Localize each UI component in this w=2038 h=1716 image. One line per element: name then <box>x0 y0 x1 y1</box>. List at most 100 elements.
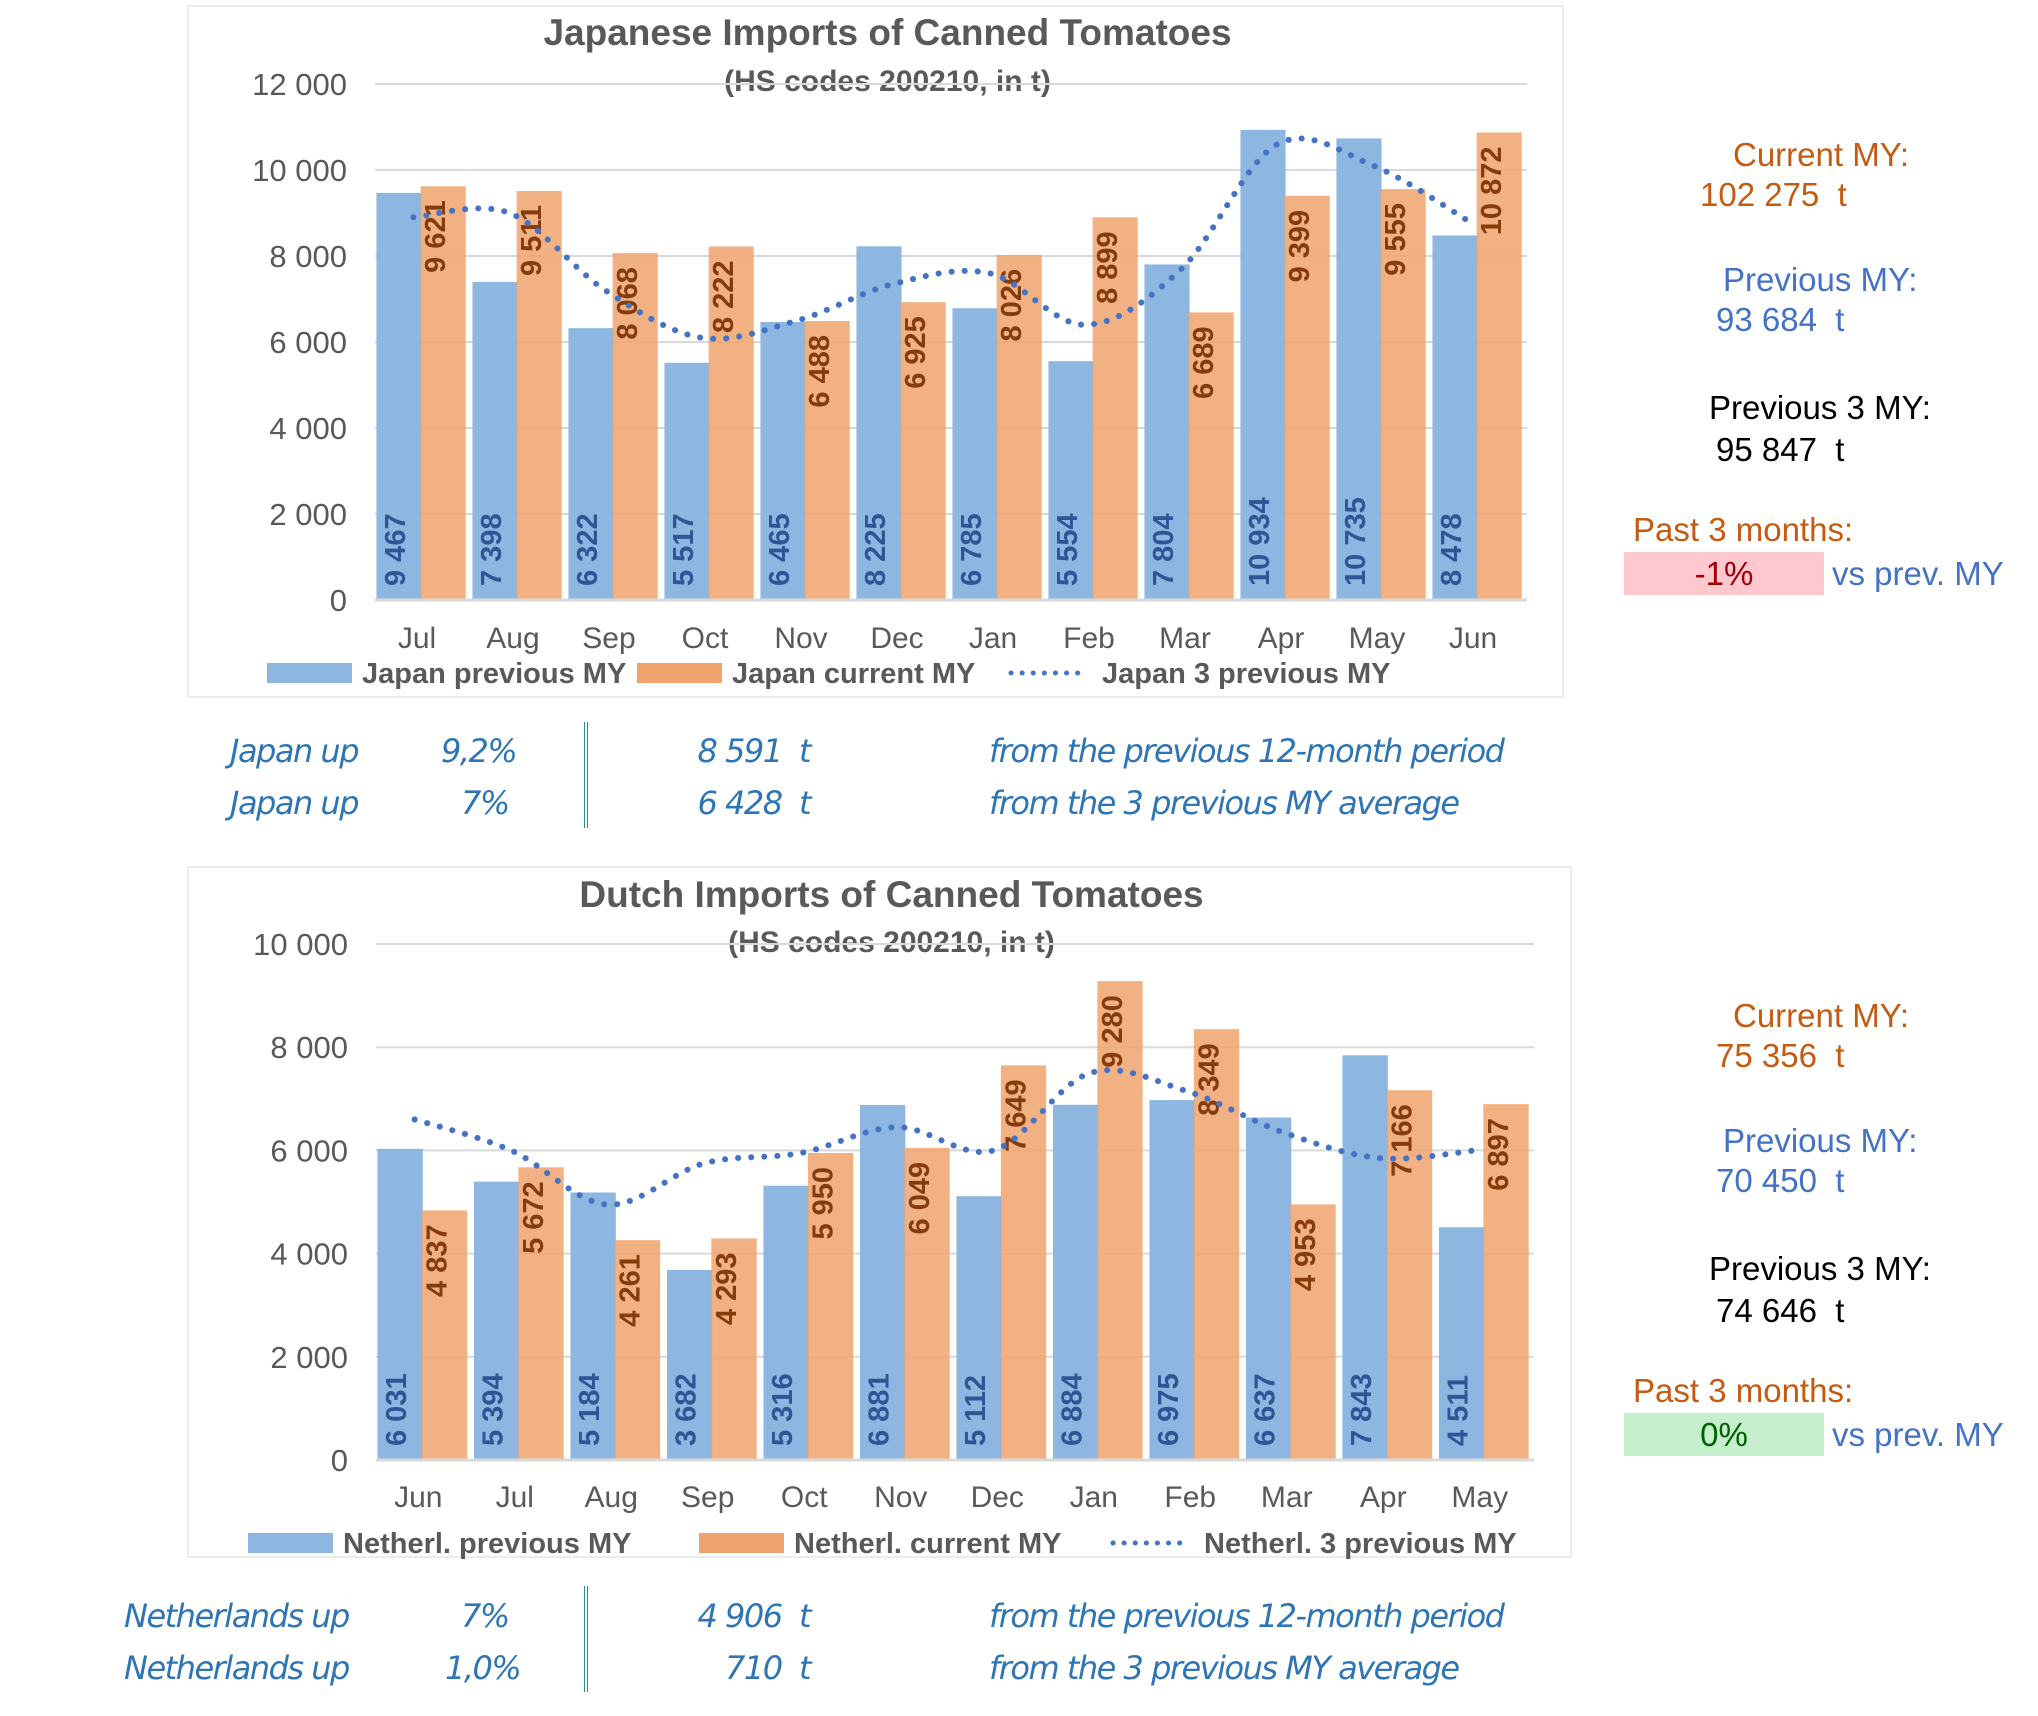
y-tick-label: 2 000 <box>269 497 347 532</box>
bar-label-previous: 7 398 <box>476 513 508 586</box>
bar-label-previous: 5 112 <box>960 1375 992 1446</box>
legend-previous-my-swatch <box>267 663 352 683</box>
bar-previous-my <box>1144 264 1190 600</box>
dutch-previous-3my-value: 74 646 t <box>1716 1292 1845 1329</box>
bar-current-my <box>1476 132 1522 600</box>
bar-previous-my <box>1438 1227 1485 1460</box>
bar-previous-my <box>760 322 806 600</box>
japan-summary-subject-1: Japan up <box>230 732 360 770</box>
japan-previous-my-value: 93 684 t <box>1716 301 1845 338</box>
bar-label-previous: 6 465 <box>764 513 796 586</box>
x-tick-label: Sep <box>681 1481 734 1514</box>
bar-label-current: 7 166 <box>1386 1104 1418 1177</box>
bar-label-current: 7 649 <box>1000 1079 1032 1152</box>
y-tick-label: 6 000 <box>270 1133 348 1168</box>
bar-previous-my <box>376 192 422 600</box>
legend-current-my-label: Netherl. current MY <box>794 1528 1062 1560</box>
bar-current-my <box>1092 217 1138 600</box>
japan-summary-amount-2: 6 428 t <box>697 784 812 822</box>
dutch-summary-subject-2: Netherlands up <box>124 1649 350 1687</box>
chart-subtitle: (HS codes 200210, in t) <box>724 65 1051 98</box>
legend-previous-my-label: Japan previous MY <box>362 658 626 690</box>
dutch-summary-amount-1: 4 906 t <box>697 1597 812 1635</box>
dutch-summary-pct-1: 7% <box>461 1597 510 1635</box>
bar-label-current: 9 555 <box>1380 203 1412 276</box>
bar-label-previous: 5 517 <box>668 513 700 586</box>
bar-label-current: 8 899 <box>1092 231 1124 304</box>
bar-current-my <box>900 302 946 600</box>
bar-previous-my <box>956 1196 1002 1460</box>
bar-current-my <box>1380 189 1426 600</box>
japan-past3-badge: -1% <box>1624 552 1824 595</box>
bar-label-current: 4 837 <box>421 1224 453 1297</box>
bar-previous-my <box>1240 129 1286 600</box>
bar-current-my <box>708 246 754 601</box>
legend-current-my-label: Japan current MY <box>732 658 975 690</box>
bar-label-previous: 7 804 <box>1148 513 1180 586</box>
chart-subtitle: (HS codes 200210, in t) <box>728 926 1055 959</box>
bar-label-previous: 8 225 <box>860 513 892 586</box>
bar-current-my <box>1284 195 1330 600</box>
x-tick-label: Jul <box>398 622 436 655</box>
japan-summary-pct-2: 7% <box>461 784 510 822</box>
bar-label-current: 4 293 <box>711 1252 743 1325</box>
legend-3-previous-my-label: Netherl. 3 previous MY <box>1204 1528 1517 1560</box>
bar-current-my <box>516 191 562 601</box>
y-tick-label: 8 000 <box>270 1030 348 1065</box>
bar-current-my <box>1290 1204 1336 1460</box>
bar-label-current: 4 261 <box>614 1254 646 1327</box>
bar-previous-my <box>664 362 710 600</box>
dutch-summary-desc-2: from the 3 previous MY average <box>989 1649 1460 1687</box>
japan-summary-amount-1: 8 591 t <box>697 732 812 770</box>
y-tick-label: 12 000 <box>252 67 347 102</box>
bar-label-previous: 8 478 <box>1436 513 1468 586</box>
bar-current-my <box>711 1238 757 1460</box>
bar-label-current: 6 897 <box>1483 1118 1515 1191</box>
bar-label-previous: 6 881 <box>864 1373 896 1446</box>
x-tick-label: Jan <box>1070 1481 1118 1514</box>
dutch-summary-amount-2: 710 t <box>725 1649 811 1687</box>
bar-previous-my <box>1048 361 1094 600</box>
bar-label-current: 9 621 <box>420 200 452 273</box>
x-tick-label: Nov <box>874 1481 927 1514</box>
bar-previous-my <box>570 1192 616 1460</box>
bar-current-my <box>1483 1104 1529 1460</box>
x-tick-label: Sep <box>582 622 635 655</box>
dutch-previous-my-label: Previous MY: <box>1723 1122 1918 1159</box>
bar-label-current: 6 488 <box>804 335 836 408</box>
y-tick-label: 0 <box>331 1443 348 1478</box>
bar-label-previous: 10 735 <box>1340 497 1372 586</box>
x-tick-label: Nov <box>774 622 827 655</box>
japan-previous-my-label: Previous MY: <box>1723 261 1918 298</box>
bar-current-my <box>1386 1090 1433 1460</box>
y-tick-label: 2 000 <box>270 1340 348 1375</box>
bar-previous-my <box>472 281 518 600</box>
bar-label-previous: 6 884 <box>1057 1373 1089 1446</box>
x-tick-label: May <box>1349 622 1406 655</box>
bar-label-current: 9 280 <box>1097 995 1129 1068</box>
dutch-previous-3my-label: Previous 3 MY: <box>1709 1250 1931 1287</box>
y-tick-label: 4 000 <box>269 411 347 446</box>
x-tick-label: Feb <box>1164 1481 1216 1514</box>
bar-label-previous: 6 785 <box>956 513 988 586</box>
x-tick-label: Apr <box>1360 1481 1407 1514</box>
bar-label-current: 9 511 <box>516 205 548 276</box>
chart-title: Dutch Imports of Canned Tomatoes <box>579 874 1203 915</box>
japan-vs-prev-label: vs prev. MY <box>1832 555 2004 592</box>
dutch-summary-desc-1: from the previous 12-month period <box>989 1597 1505 1635</box>
bar-previous-my <box>763 1185 809 1460</box>
bar-current-my <box>1188 312 1234 600</box>
bar-previous-my <box>1245 1117 1292 1460</box>
chart-title: Japanese Imports of Canned Tomatoes <box>543 12 1231 53</box>
x-tick-label: Jan <box>969 622 1017 655</box>
x-tick-label: Oct <box>781 1481 828 1514</box>
japan-current-my-label: Current MY: <box>1733 136 1910 173</box>
bar-current-my <box>612 253 658 601</box>
bar-current-my <box>904 1147 950 1460</box>
bar-label-previous: 6 031 <box>381 1373 413 1446</box>
x-tick-label: Aug <box>585 1481 638 1514</box>
x-tick-label: Jun <box>1449 622 1497 655</box>
dutch-chart: Dutch Imports of Canned Tomatoes (HS code… <box>187 866 1572 1560</box>
dutch-current-my-value: 75 356 t <box>1716 1037 1845 1074</box>
bar-current-my <box>614 1240 661 1460</box>
